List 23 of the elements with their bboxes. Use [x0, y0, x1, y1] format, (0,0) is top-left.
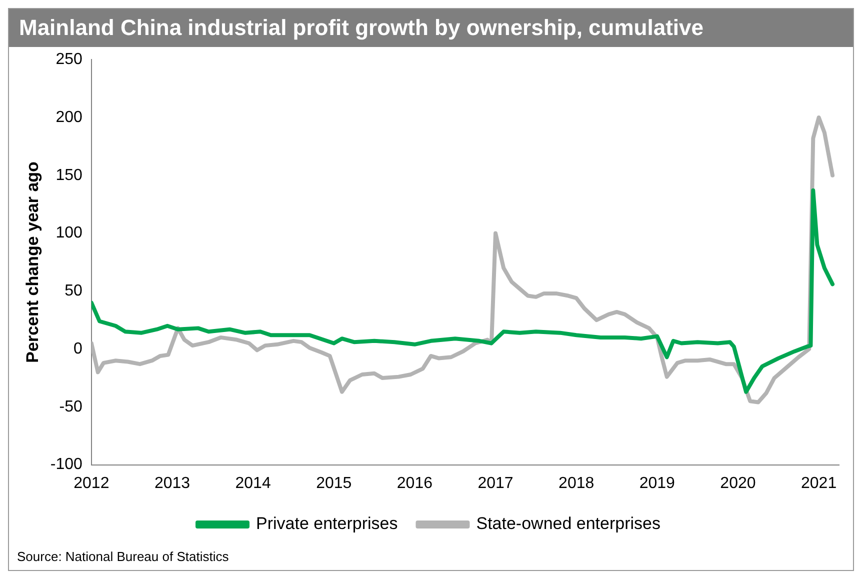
- y-tick-label: 50: [64, 282, 83, 300]
- x-tick-label: 2018: [558, 474, 594, 492]
- x-tick-label: 2021: [801, 474, 837, 492]
- y-tick-label: 200: [56, 108, 83, 126]
- source-note: Source: National Bureau of Statistics: [16, 548, 230, 566]
- x-tick-label: 2019: [639, 474, 676, 492]
- y-tick-label: -50: [59, 398, 83, 416]
- x-tick-label: 2012: [74, 474, 110, 492]
- x-tick-label: 2014: [235, 474, 271, 492]
- x-tick-label: 2016: [396, 474, 433, 492]
- legend-label: Private enterprises: [256, 514, 398, 534]
- y-tick-label: 100: [56, 224, 83, 242]
- chart-title: Mainland China industrial profit growth by ownership, cumulative: [9, 9, 853, 47]
- y-axis-title: Percent change year ago: [22, 162, 42, 363]
- y-tick-label: 0: [74, 340, 83, 358]
- x-tick-label: 2017: [478, 474, 514, 492]
- y-tick-label: -100: [50, 456, 83, 474]
- x-tick-label: 2020: [720, 474, 756, 492]
- x-tick-label: 2013: [154, 474, 190, 492]
- x-tick-label: 2015: [316, 474, 352, 492]
- y-tick-label: 250: [56, 51, 83, 68]
- y-tick-label: 150: [56, 166, 83, 184]
- legend-label: State-owned enterprises: [476, 514, 661, 534]
